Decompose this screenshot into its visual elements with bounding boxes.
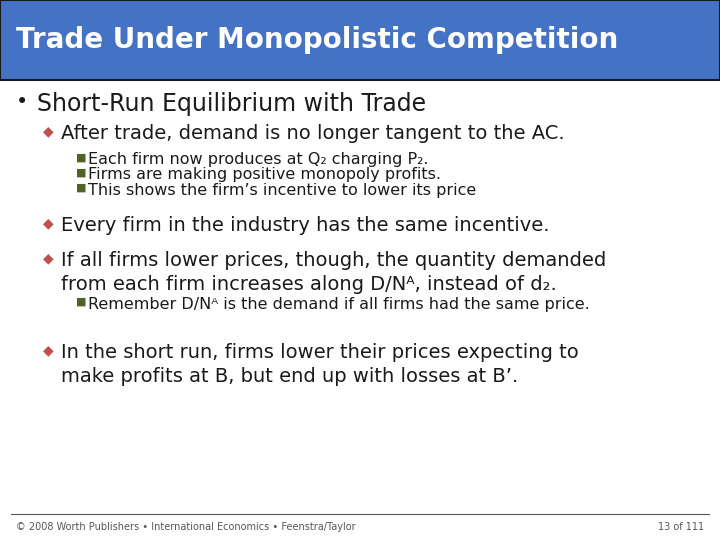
Text: Short-Run Equilibrium with Trade: Short-Run Equilibrium with Trade — [37, 92, 426, 116]
Text: In the short run, firms lower their prices expecting to
make profits at B, but e: In the short run, firms lower their pric… — [61, 343, 579, 386]
Text: ◆: ◆ — [43, 251, 54, 265]
Text: Remember D/Nᴬ is the demand if all firms had the same price.: Remember D/Nᴬ is the demand if all firms… — [88, 297, 590, 312]
Text: ◆: ◆ — [43, 216, 54, 230]
Text: After trade, demand is no longer tangent to the AC.: After trade, demand is no longer tangent… — [61, 124, 564, 143]
Text: ◆: ◆ — [43, 124, 54, 138]
Text: ■: ■ — [76, 152, 86, 163]
Text: ◆: ◆ — [43, 343, 54, 357]
Text: ■: ■ — [76, 167, 86, 178]
Text: © 2008 Worth Publishers • International Economics • Feenstra/Taylor: © 2008 Worth Publishers • International … — [16, 522, 356, 532]
Text: Each firm now produces at Q₂ charging P₂.: Each firm now produces at Q₂ charging P₂… — [88, 152, 428, 167]
Text: Every firm in the industry has the same incentive.: Every firm in the industry has the same … — [61, 216, 549, 235]
Text: 13 of 111: 13 of 111 — [658, 522, 704, 532]
Text: •: • — [16, 92, 28, 112]
Text: ■: ■ — [76, 183, 86, 193]
Text: If all firms lower prices, though, the quantity demanded
from each firm increase: If all firms lower prices, though, the q… — [61, 251, 606, 294]
Text: ■: ■ — [76, 297, 86, 307]
Text: Firms are making positive monopoly profits.: Firms are making positive monopoly profi… — [88, 167, 441, 183]
Text: Trade Under Monopolistic Competition: Trade Under Monopolistic Competition — [16, 26, 618, 54]
Text: This shows the firm’s incentive to lower its price: This shows the firm’s incentive to lower… — [88, 183, 476, 198]
